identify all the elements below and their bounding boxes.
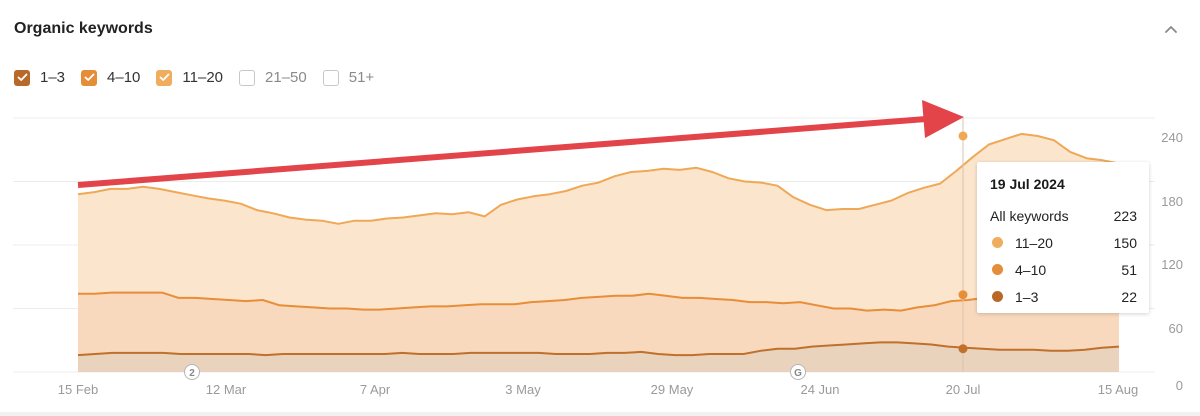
annotation-marker-icon[interactable] (790, 364, 806, 380)
hover-point (958, 131, 968, 141)
tooltip-total-value: 223 (1113, 207, 1137, 224)
checkbox-icon[interactable] (239, 69, 256, 86)
tooltip-row-label: 11–20 (1015, 234, 1053, 251)
panel-bottom-border (0, 412, 1200, 416)
x-tick-label: 15 Feb (57, 382, 99, 397)
legend-checkbox-1-3[interactable]: 1–3 (14, 69, 65, 86)
legend-checkbox-11-20[interactable]: 11–20 (156, 69, 223, 86)
checkbox-icon[interactable] (81, 69, 98, 86)
tooltip-row-label: 4–10 (1015, 261, 1047, 278)
data-tooltip: 19 Jul 2024 All keywords 223 11–20 150 4… (977, 162, 1149, 313)
svg-text:2: 2 (189, 368, 195, 379)
y-tick-label: 180 (1161, 193, 1183, 209)
svg-text:G: G (794, 368, 802, 379)
tooltip-row-value: 22 (1121, 288, 1137, 305)
tooltip-total-row: All keywords 223 (990, 202, 1137, 229)
series-lines (77, 132, 1120, 357)
checkbox-icon[interactable] (14, 69, 30, 86)
tooltip-row-value: 51 (1121, 261, 1137, 278)
series-line (77, 132, 1120, 225)
trend-arrow (77, 100, 964, 188)
legend-checkbox-21-50[interactable]: 21–50 (239, 69, 307, 86)
checkbox-icon[interactable] (156, 69, 173, 86)
y-tick-label: 60 (1168, 320, 1183, 336)
legend-label: 51+ (348, 69, 375, 86)
tooltip-total-label: All keywords (990, 207, 1069, 224)
checkbox-icon[interactable] (322, 69, 339, 86)
x-tick-label: 7 Apr (359, 382, 391, 397)
y-tick-label: 240 (1161, 130, 1183, 145)
y-tick-label: 120 (1161, 257, 1183, 272)
tooltip-row-value: 150 (1113, 234, 1137, 251)
hover-point (958, 344, 968, 354)
legend-label: 11–20 (182, 69, 224, 86)
series-dot-icon (992, 291, 1003, 302)
series-area (78, 342, 1119, 372)
chevron-up-icon[interactable] (1164, 22, 1178, 36)
tooltip-row-4-10: 4–10 51 (990, 256, 1137, 283)
x-tick-label: 20 Jul (945, 382, 981, 397)
tooltip-row-label: 1–3 (1015, 288, 1039, 305)
x-tick-label: 29 May (650, 382, 694, 397)
series-line (78, 289, 1120, 312)
y-tick-label: 0 (1175, 378, 1183, 393)
x-tick-label: 24 Jun (800, 382, 840, 397)
series-legend: 1–3 4–10 11–20 21–50 51+ (14, 69, 390, 86)
annotation-marker-icon[interactable] (184, 364, 200, 380)
legend-label: 21–50 (265, 69, 307, 86)
legend-label: 1–3 (40, 69, 66, 86)
series-dot-icon (992, 264, 1003, 275)
arrow-head-icon (922, 100, 964, 138)
tooltip-date: 19 Jul 2024 (990, 176, 1065, 192)
series-line (77, 341, 1120, 357)
legend-checkbox-4-10[interactable]: 4–10 (81, 69, 140, 86)
tooltip-row-11-20: 11–20 150 (990, 229, 1137, 256)
hover-point (958, 290, 968, 300)
series-dot-icon (992, 237, 1003, 248)
series-areas (78, 133, 1119, 372)
hover-marker (958, 118, 968, 372)
panel-title: Organic keywords (14, 20, 153, 37)
x-tick-label: 3 May (505, 382, 541, 397)
x-tick-label: 12 Mar (205, 382, 247, 397)
legend-checkbox-51-plus[interactable]: 51+ (322, 69, 375, 86)
tooltip-row-1-3: 1–3 22 (990, 283, 1137, 310)
x-tick-label: 15 Aug (1097, 382, 1139, 397)
legend-label: 4–10 (107, 69, 141, 86)
